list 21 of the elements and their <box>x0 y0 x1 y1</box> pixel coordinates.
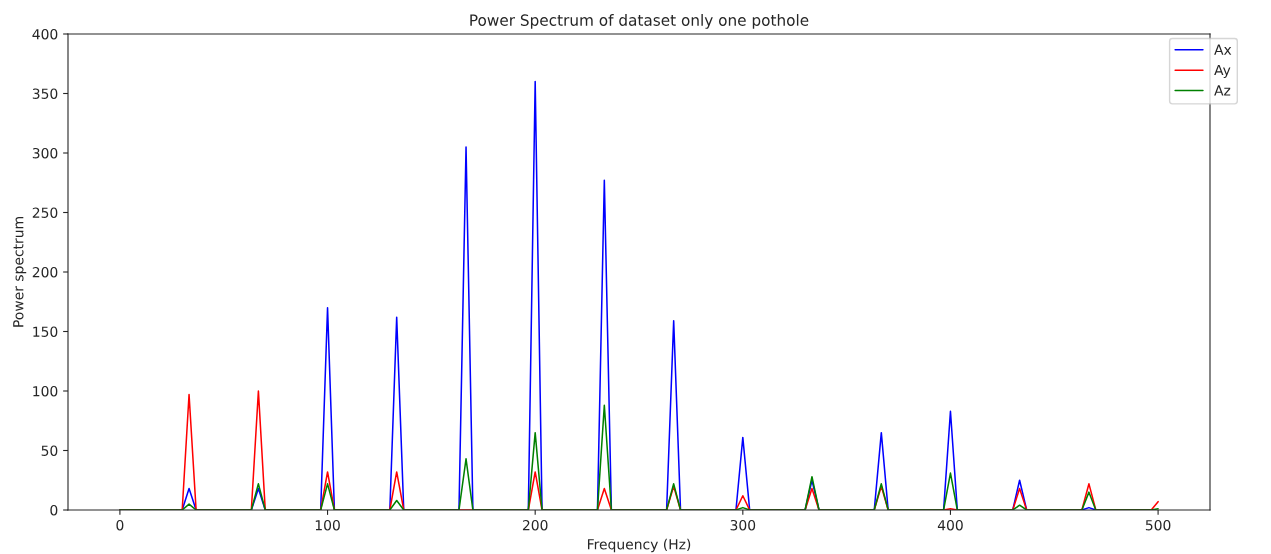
y-tick-label: 300 <box>32 147 58 159</box>
x-tick-label: 0 <box>116 519 124 531</box>
x-tick-label: 500 <box>1145 519 1171 531</box>
y-tick-label: 350 <box>32 88 58 99</box>
y-tick-label: 150 <box>33 326 58 337</box>
chart-title: Power Spectrum of dataset only one pothole <box>470 14 809 29</box>
y-tick-label: 250 <box>32 207 58 218</box>
y-axis-title: Power spectrum <box>13 217 27 327</box>
y-tick-label: 50 <box>41 445 58 456</box>
x-tick-label: 400 <box>937 519 963 531</box>
x-tick-label: 200 <box>522 519 548 531</box>
y-tick-label: 400 <box>32 28 58 40</box>
y-tick-label: 200 <box>32 266 58 278</box>
legend-label: Az <box>1214 85 1231 96</box>
legend-label: Ay <box>1214 64 1231 78</box>
x-tick-label: 300 <box>730 519 756 531</box>
x-tick-label: 100 <box>315 519 340 531</box>
legend-label: Ax <box>1214 44 1232 55</box>
y-tick-label: 100 <box>33 385 58 397</box>
y-tick-label: 0 <box>50 504 58 516</box>
x-axis-title: Frequency (Hz) <box>588 538 691 553</box>
